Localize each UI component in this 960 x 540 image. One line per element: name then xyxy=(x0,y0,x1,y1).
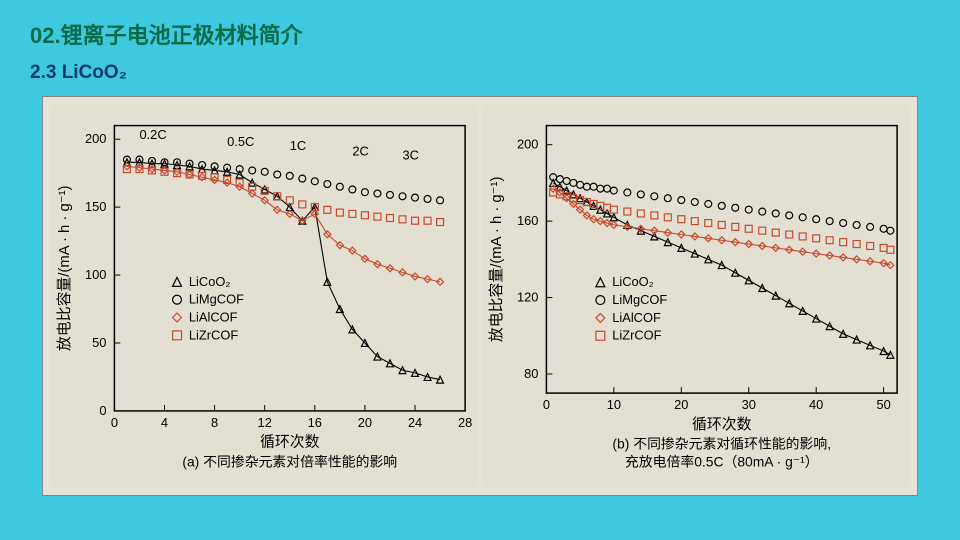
svg-text:12: 12 xyxy=(258,415,272,430)
chart-b-panel: 0 10 20 30 40 50 80 120 160 200 循环次数 放电比容量/(mA · h … xyxy=(483,105,909,487)
svg-text:0.2C: 0.2C xyxy=(139,127,166,142)
chart-a-svg: 0 4 8 12 16 20 24 28 0 50 100 150 200 循环次数 放电比容量/(mA ·… xyxy=(51,105,477,487)
svg-text:16: 16 xyxy=(308,415,322,430)
svg-text:8: 8 xyxy=(211,415,218,430)
svg-text:充放电倍率0.5C（80mA · g⁻¹）: 充放电倍率0.5C（80mA · g⁻¹） xyxy=(625,453,819,469)
svg-text:LiZrCOF: LiZrCOF xyxy=(612,328,661,343)
svg-text:10: 10 xyxy=(607,397,621,412)
chart-a-panel: 0 4 8 12 16 20 24 28 0 50 100 150 200 循环次数 放电比容量/(mA ·… xyxy=(51,105,477,487)
svg-text:120: 120 xyxy=(517,290,538,305)
section-subtitle: 2.3 LiCoO₂ xyxy=(30,62,930,84)
svg-text:4: 4 xyxy=(161,415,168,430)
svg-text:0: 0 xyxy=(111,415,118,430)
svg-text:80: 80 xyxy=(524,366,538,381)
svg-text:循环次数: 循环次数 xyxy=(260,434,320,451)
svg-text:(b) 不同掺杂元素对循环性能的影响,: (b) 不同掺杂元素对循环性能的影响, xyxy=(612,436,831,452)
svg-text:放电比容量/(mA · h · g⁻¹): 放电比容量/(mA · h · g⁻¹) xyxy=(488,177,505,343)
svg-text:50: 50 xyxy=(876,397,890,412)
svg-text:30: 30 xyxy=(742,397,756,412)
svg-text:100: 100 xyxy=(85,267,106,282)
chart-b-svg: 0 10 20 30 40 50 80 120 160 200 循环次数 放电比容量/(mA · h … xyxy=(483,105,909,487)
svg-text:放电比容量/(mA · h · g⁻¹): 放电比容量/(mA · h · g⁻¹) xyxy=(56,185,73,351)
svg-text:3C: 3C xyxy=(402,148,418,163)
svg-text:24: 24 xyxy=(408,415,422,430)
svg-text:LiAlCOF: LiAlCOF xyxy=(189,309,238,324)
svg-text:200: 200 xyxy=(85,131,106,146)
svg-text:150: 150 xyxy=(85,199,106,214)
svg-text:2C: 2C xyxy=(352,143,368,158)
svg-text:200: 200 xyxy=(517,137,538,152)
section-title: 02.锂离子电池正极材料简介 xyxy=(30,18,930,50)
svg-text:LiAlCOF: LiAlCOF xyxy=(612,310,661,325)
svg-text:0: 0 xyxy=(99,403,106,418)
svg-text:0.5C: 0.5C xyxy=(227,134,254,149)
svg-text:LiMgCOF: LiMgCOF xyxy=(189,292,244,307)
svg-text:160: 160 xyxy=(517,213,538,228)
svg-text:LiCoO₂: LiCoO₂ xyxy=(189,274,230,289)
svg-text:0: 0 xyxy=(543,397,550,412)
svg-text:LiZrCOF: LiZrCOF xyxy=(189,327,238,342)
svg-text:20: 20 xyxy=(674,397,688,412)
svg-text:LiCoO₂: LiCoO₂ xyxy=(612,274,653,289)
svg-text:50: 50 xyxy=(92,335,106,350)
svg-text:(a) 不同掺杂元素对倍率性能的影响: (a) 不同掺杂元素对倍率性能的影响 xyxy=(182,453,397,469)
svg-text:20: 20 xyxy=(358,415,372,430)
svg-text:28: 28 xyxy=(458,415,472,430)
svg-text:1C: 1C xyxy=(290,138,306,153)
svg-text:40: 40 xyxy=(809,397,823,412)
svg-text:循环次数: 循环次数 xyxy=(692,416,752,433)
figure-container: 0481216202428050100150200循环次数放电比容量/(mA ·… xyxy=(42,96,918,496)
svg-text:LiMgCOF: LiMgCOF xyxy=(612,292,667,307)
